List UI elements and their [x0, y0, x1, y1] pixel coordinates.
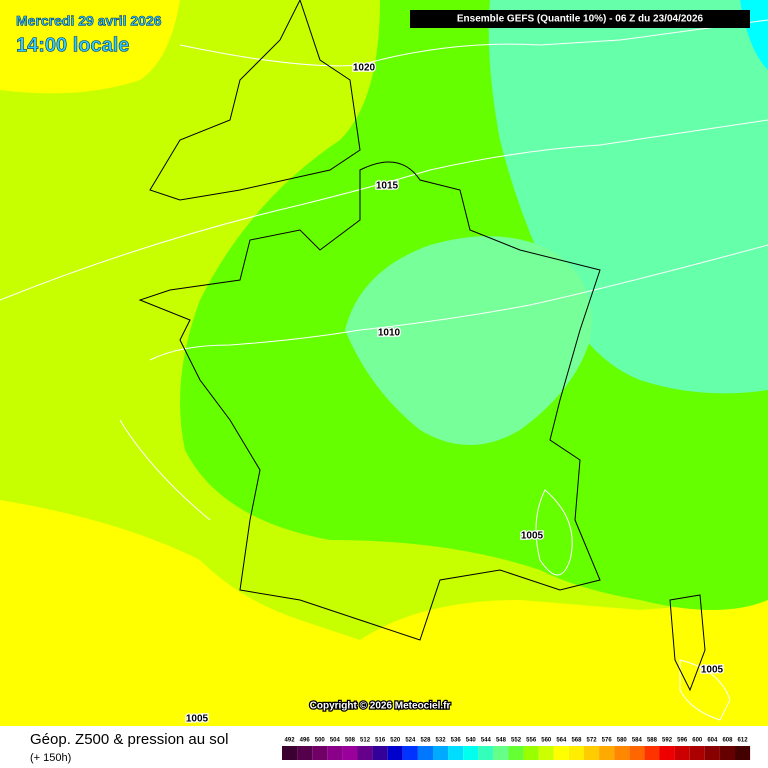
scale-label: 600: [692, 738, 703, 744]
scale-swatch: [402, 746, 418, 760]
scale-label: 576: [602, 738, 613, 744]
isobar-label: 1005: [186, 714, 209, 725]
date-label: Mercredi 29 avril 2026: [16, 13, 162, 29]
scale-swatch: [704, 746, 720, 760]
field-yellow-top: [0, 0, 180, 94]
scale-label: 608: [722, 738, 733, 744]
scale-label: 508: [345, 738, 356, 744]
scale-swatch: [463, 746, 479, 760]
scale-swatch: [538, 746, 554, 760]
scale-label: 496: [300, 738, 311, 744]
scale-label: 492: [285, 738, 296, 744]
scale-label: 548: [496, 738, 507, 744]
scale-label: 512: [360, 738, 371, 744]
scale-swatch: [644, 746, 660, 760]
scale-label: 532: [436, 738, 447, 744]
isobar-label: 1015: [376, 181, 399, 192]
model-label: Ensemble GEFS (Quantile 10%) - 06 Z du 2…: [457, 14, 704, 25]
scale-swatch: [735, 746, 751, 760]
scale-swatch: [614, 746, 630, 760]
scale-label: 580: [617, 738, 628, 744]
scale-label: 520: [390, 738, 401, 744]
scale-label: 596: [677, 738, 688, 744]
scale-swatch: [659, 746, 675, 760]
scale-label: 604: [707, 738, 718, 744]
scale-swatch: [599, 746, 615, 760]
scale-label: 560: [541, 738, 552, 744]
scale-label: 540: [466, 738, 477, 744]
isobar-label: 1010: [378, 328, 401, 339]
scale-label: 544: [481, 738, 492, 744]
scale-swatch: [629, 746, 645, 760]
scale-label: 500: [315, 738, 326, 744]
scale-label: 568: [571, 738, 582, 744]
scale-label: 516: [375, 738, 386, 744]
isobar-lines: [0, 19, 768, 721]
copyright: Copyright © 2026 Meteociel.fr: [310, 701, 451, 712]
scale-label: 612: [738, 738, 749, 744]
footer-title: Géop. Z500 & pression au sol: [30, 731, 228, 748]
scale-label: 572: [587, 738, 598, 744]
scale-swatch: [523, 746, 539, 760]
scale-swatch: [478, 746, 494, 760]
scale-swatch: [719, 746, 735, 760]
scale-swatch: [689, 746, 705, 760]
isobar-label: 1020: [353, 63, 376, 74]
scale-swatch: [584, 746, 600, 760]
scale-swatch: [508, 746, 524, 760]
isobar-label: 1005: [521, 531, 544, 542]
scale-label: 592: [662, 738, 673, 744]
scale-swatch: [387, 746, 403, 760]
scale-swatch: [357, 746, 373, 760]
scale-swatch: [433, 746, 449, 760]
field-yellow: [0, 500, 768, 726]
scale-swatch: [553, 746, 569, 760]
scale-swatch: [674, 746, 690, 760]
scale-swatch: [282, 746, 298, 760]
scale-swatch: [342, 746, 358, 760]
field-light-green: [345, 236, 592, 445]
time-label: 14:00 locale: [16, 34, 129, 56]
scale-swatch: [297, 746, 313, 760]
footer-lead: (+ 150h): [30, 752, 71, 764]
model-banner: [410, 10, 750, 28]
isobar-label: 1005: [701, 665, 724, 676]
coastlines: [138, 0, 706, 692]
scale-label: 588: [647, 738, 658, 744]
scale-swatch: [417, 746, 433, 760]
scale-label: 504: [330, 738, 341, 744]
scale-label: 552: [511, 738, 522, 744]
scale-swatch: [372, 746, 388, 760]
scale-label: 584: [632, 738, 643, 744]
scale-swatch: [312, 746, 328, 760]
scale-swatch: [448, 746, 464, 760]
scale-label: 536: [451, 738, 462, 744]
scale-swatch: [327, 746, 343, 760]
scale-label: 528: [420, 738, 431, 744]
scale-swatch: [568, 746, 584, 760]
scale-label: 556: [526, 738, 537, 744]
scale-label: 564: [556, 738, 567, 744]
color-scale: 492 496 500 504 508 512 516 520 524 528 532 536 540 5…: [282, 738, 751, 760]
scale-label: 524: [405, 738, 416, 744]
scale-swatch: [493, 746, 509, 760]
